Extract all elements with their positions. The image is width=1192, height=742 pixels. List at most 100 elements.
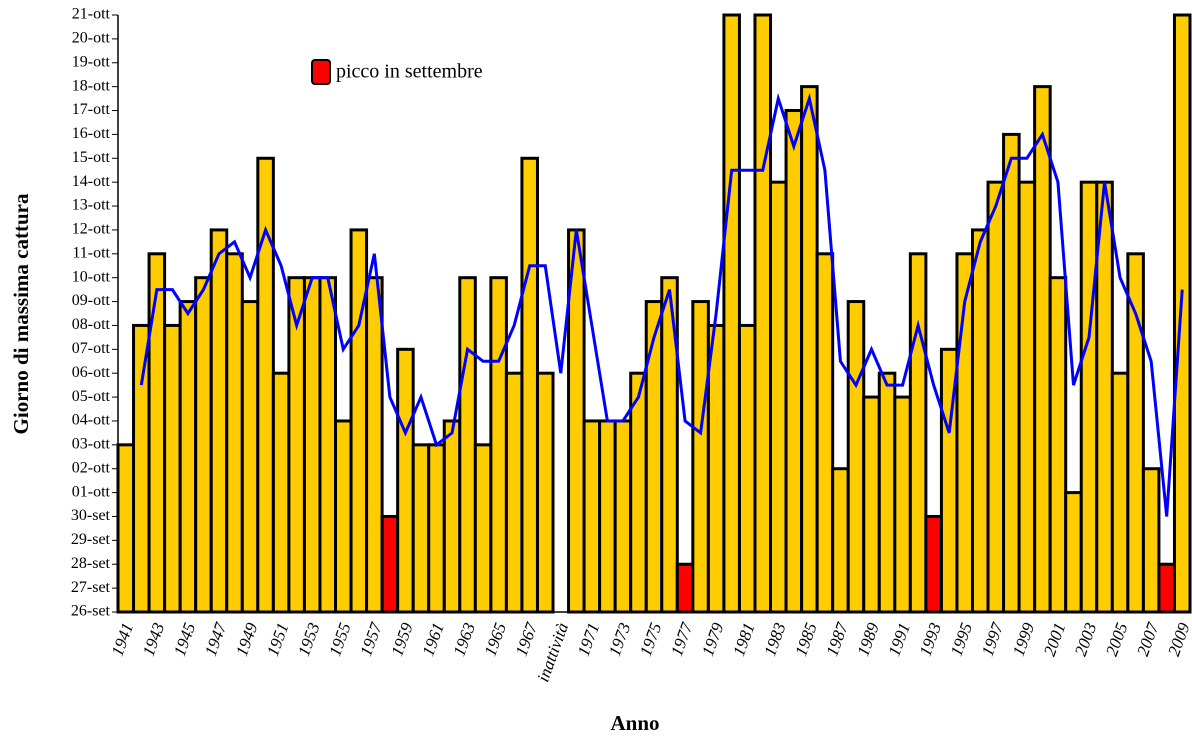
- bar: [178, 300, 198, 614]
- x-tick-label: 1951: [263, 620, 292, 658]
- y-tick-label: 07-ott: [72, 340, 111, 357]
- bar: [613, 419, 633, 614]
- x-tick-label: 1945: [170, 620, 199, 658]
- y-tick-label: 04-ott: [72, 412, 111, 429]
- bar: [535, 371, 555, 614]
- bar: [722, 13, 741, 614]
- bar: [240, 300, 260, 614]
- bar: [986, 180, 1006, 614]
- bar: [1017, 180, 1037, 614]
- x-tick-label: 1973: [605, 620, 634, 658]
- x-tick-label: 1985: [791, 620, 820, 658]
- bar: [271, 371, 291, 614]
- x-tick-label: 1953: [294, 620, 323, 658]
- x-tick-label: 1975: [636, 620, 665, 658]
- bar: [924, 514, 943, 614]
- x-tick-label: 1941: [108, 620, 137, 658]
- moving-line: [139, 92, 1184, 517]
- bar: [349, 228, 369, 614]
- x-tick-label: 1977: [667, 619, 697, 659]
- bar: [411, 443, 431, 614]
- y-tick-label: 20-ott: [72, 30, 111, 47]
- bar: [877, 371, 897, 614]
- bar: [520, 156, 539, 614]
- x-tick-label: 1983: [760, 620, 789, 658]
- y-tick-label: 01-ott: [72, 483, 111, 500]
- bar: [629, 371, 648, 614]
- bar: [1126, 252, 1145, 614]
- x-tick-label: 1971: [574, 620, 603, 658]
- x-tick-label: 1987: [822, 619, 852, 659]
- x-tick-label: 1991: [885, 620, 914, 658]
- bar: [489, 276, 508, 614]
- bar: [706, 323, 726, 614]
- x-tick-label: 1981: [729, 620, 758, 658]
- bar: [194, 276, 213, 614]
- x-tick-label: 2007: [1133, 619, 1163, 659]
- x-tick-label: 1957: [356, 619, 386, 659]
- legend-swatch: [311, 59, 331, 85]
- bar: [396, 347, 415, 614]
- y-tick-label: 02-ott: [72, 459, 111, 476]
- bar: [132, 323, 151, 614]
- y-tick-label: 05-ott: [72, 388, 111, 405]
- x-tick-label: 2009: [1164, 620, 1192, 659]
- bar: [598, 419, 617, 614]
- x-tick-label: 1967: [512, 619, 542, 659]
- y-tick-label: 03-ott: [72, 436, 111, 453]
- bar: [473, 443, 493, 614]
- x-axis-label: Anno: [610, 711, 659, 735]
- x-tick-label: 1947: [201, 619, 231, 659]
- bar: [163, 323, 182, 614]
- y-tick-label: 27-set: [71, 579, 111, 596]
- bar: [753, 13, 773, 614]
- y-tick-label: 09-ott: [72, 292, 111, 309]
- x-tick-label: 1999: [1009, 620, 1039, 659]
- y-tick-label: 16-ott: [72, 125, 111, 142]
- bar: [1048, 276, 1068, 614]
- x-tick-label: 1943: [139, 620, 168, 658]
- x-tick-label: 1989: [853, 620, 883, 659]
- bar: [893, 395, 912, 614]
- bar: [862, 395, 881, 614]
- x-tick-label: 1993: [916, 620, 945, 658]
- x-tick-label: 1955: [325, 620, 354, 658]
- bar: [442, 419, 462, 614]
- bar: [458, 276, 477, 614]
- bar: [582, 419, 602, 614]
- bar: [380, 514, 400, 614]
- bar: [116, 443, 136, 614]
- bar: [691, 300, 710, 614]
- bar: [504, 371, 524, 614]
- y-tick-label: 26-set: [71, 603, 111, 620]
- y-tick-label: 06-ott: [72, 364, 111, 381]
- y-tick-label: 19-ott: [72, 53, 111, 70]
- y-axis-label: Giorno di massima cattura: [9, 193, 33, 434]
- y-tick-label: 18-ott: [72, 77, 111, 94]
- bar: [831, 467, 850, 614]
- bar: [644, 300, 664, 614]
- y-tick-label: 28-set: [71, 555, 111, 572]
- legend-label: picco in settembre: [336, 61, 483, 83]
- bar: [675, 562, 695, 614]
- x-tick-label: 1961: [418, 620, 447, 658]
- x-tick-label: 1963: [450, 620, 479, 658]
- bar: [334, 419, 353, 614]
- bar: [1172, 13, 1192, 614]
- x-tick-label: 1959: [387, 620, 417, 659]
- y-tick-label: 17-ott: [72, 101, 111, 118]
- bar: [784, 109, 804, 614]
- y-tick-label: 21-ott: [72, 6, 111, 23]
- bar: [365, 276, 384, 614]
- y-tick-label: 14-ott: [72, 173, 111, 190]
- y-tick-label: 30-set: [71, 507, 111, 524]
- bar: [318, 276, 338, 614]
- bar: [800, 85, 819, 614]
- x-tick-label: 2005: [1102, 620, 1131, 658]
- bar: [302, 276, 322, 614]
- bar: [737, 323, 757, 614]
- bar: [1079, 180, 1099, 614]
- y-tick-label: 12-ott: [72, 221, 111, 238]
- bar: [1064, 491, 1083, 614]
